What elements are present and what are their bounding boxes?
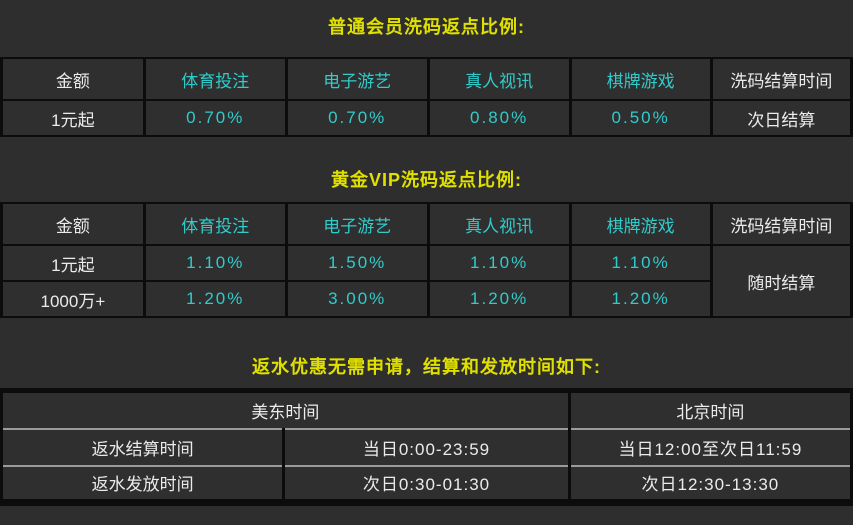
- settlement-time-cell: 次日结算: [709, 99, 853, 137]
- amount-cell: 1元起: [0, 244, 146, 282]
- us-time-value: 当日0:00-23:59: [282, 427, 571, 467]
- normal-rate-header-row: 金额 体育投注 电子游艺 真人视讯 棋牌游戏 洗码结算时间: [0, 57, 853, 101]
- vip-rate-header-row: 金额 体育投注 电子游艺 真人视讯 棋牌游戏 洗码结算时间: [0, 202, 853, 246]
- row-label: 返水发放时间: [0, 464, 286, 504]
- header-amount: 金额: [0, 202, 146, 246]
- board-rate-cell: 0.50%: [568, 99, 713, 137]
- row-label: 返水结算时间: [0, 427, 286, 467]
- gold-vip-rate-table: 金额 体育投注 电子游艺 真人视讯 棋牌游戏 洗码结算时间 1元起 1.10% …: [0, 202, 853, 318]
- time-table-header-row: 美东时间 北京时间: [0, 389, 853, 430]
- payout-time-row: 返水发放时间 次日0:30-01:30 次日12:30-13:30: [0, 464, 853, 504]
- header-electronic-games: 电子游艺: [284, 57, 430, 101]
- slots-rate-cell: 0.70%: [284, 99, 430, 137]
- header-live-video: 真人视讯: [426, 202, 572, 246]
- header-board-games: 棋牌游戏: [568, 57, 713, 101]
- live-rate-cell: 1.10%: [426, 244, 572, 282]
- vip-rate-row-1: 1元起 1.10% 1.50% 1.10% 1.10% 随时结算: [0, 244, 853, 318]
- sports-rate-cell: 0.70%: [142, 99, 288, 137]
- cn-time-value: 当日12:00至次日11:59: [567, 427, 853, 467]
- amount-cell: 1000万+: [0, 280, 146, 318]
- sports-rate-cell: 1.10%: [142, 244, 288, 282]
- cn-time-value: 次日12:30-13:30: [567, 464, 853, 504]
- gold-vip-rates-title: 黄金VIP洗码返点比例:: [330, 170, 522, 190]
- header-board-games: 棋牌游戏: [568, 202, 713, 246]
- us-time-value: 次日0:30-01:30: [282, 464, 571, 504]
- live-rate-cell: 1.20%: [426, 280, 572, 318]
- normal-member-rate-table: 金额 体育投注 电子游艺 真人视讯 棋牌游戏 洗码结算时间 1元起 0.70% …: [0, 57, 853, 137]
- header-us-eastern-time: 美东时间: [0, 389, 571, 430]
- settlement-time-row: 返水结算时间 当日0:00-23:59 当日12:00至次日11:59: [0, 427, 853, 467]
- header-live-video: 真人视讯: [426, 57, 572, 101]
- live-rate-cell: 0.80%: [426, 99, 572, 137]
- header-electronic-games: 电子游艺: [284, 202, 430, 246]
- header-settlement-time: 洗码结算时间: [709, 202, 853, 246]
- vip-rate-row-2: 1000万+ 1.20% 3.00% 1.20% 1.20%: [0, 280, 852, 318]
- normal-member-rates-title: 普通会员洗码返点比例:: [328, 17, 525, 37]
- rebate-time-title: 返水优惠无需申请，结算和发放时间如下:: [252, 357, 601, 377]
- normal-rate-row: 1元起 0.70% 0.70% 0.80% 0.50% 次日结算: [0, 99, 853, 137]
- board-rate-cell: 1.10%: [568, 244, 713, 282]
- slots-rate-cell: 1.50%: [284, 244, 430, 282]
- header-sports-betting: 体育投注: [142, 202, 288, 246]
- board-rate-cell: 1.20%: [568, 280, 713, 318]
- sports-rate-cell: 1.20%: [142, 280, 288, 318]
- header-sports-betting: 体育投注: [142, 57, 288, 101]
- header-settlement-time: 洗码结算时间: [709, 57, 853, 101]
- rebate-time-table: 美东时间 北京时间 返水结算时间 当日0:00-23:59 当日12:00至次日…: [0, 388, 853, 506]
- header-beijing-time: 北京时间: [567, 389, 853, 430]
- slots-rate-cell: 3.00%: [284, 280, 430, 318]
- settlement-time-cell: 随时结算: [709, 244, 853, 318]
- header-amount: 金额: [0, 57, 146, 101]
- amount-cell: 1元起: [0, 99, 146, 137]
